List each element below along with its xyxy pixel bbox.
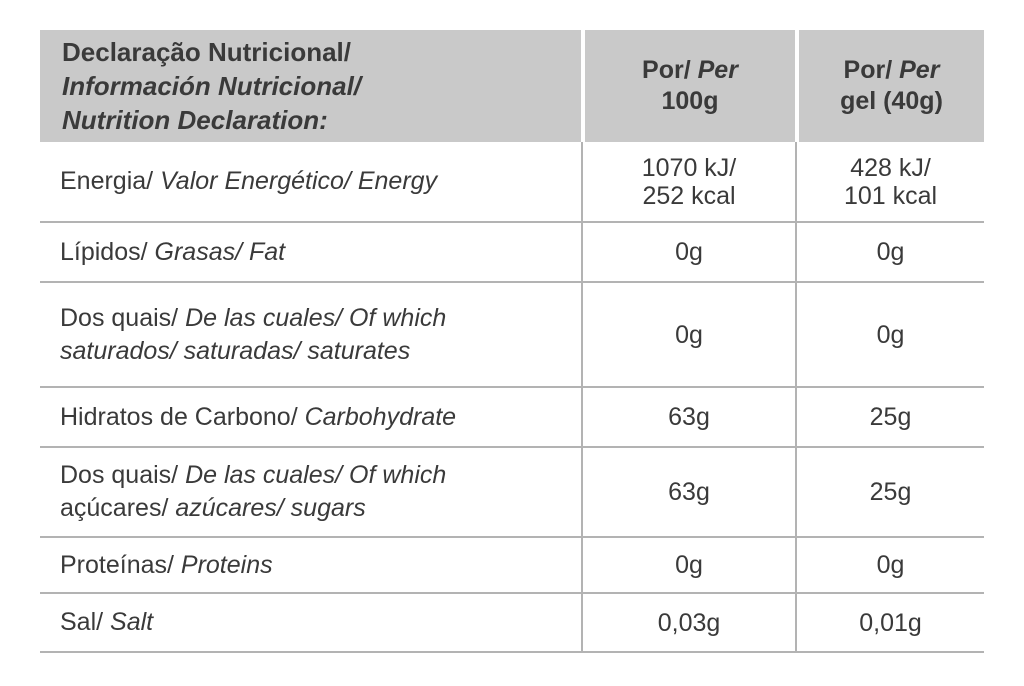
value-line: 0,01g (859, 608, 922, 637)
text-segment: saturados/ saturadas/ saturates (60, 336, 411, 365)
value-line: 101 kcal (843, 181, 938, 210)
text-segment: Per (697, 56, 738, 84)
value-per-gel-salt: 0,01g (795, 594, 984, 651)
row-label-sugars: Dos quais/ De las cuales/ Of which açúcar… (40, 448, 581, 536)
text-segment: Valor Energético/ Energy (160, 167, 438, 195)
value-per-100g-salt: 0,03g (581, 594, 795, 651)
value-line: 63g (668, 478, 710, 506)
row-label-salt: Sal/ Salt (40, 594, 581, 651)
text-segment: Hidratos de Carbono/ (60, 402, 305, 431)
text-segment: Por/ (642, 56, 698, 84)
text-segment: Grasas/ Fat (154, 237, 286, 266)
row-label-proteins: Proteínas/ Proteins (40, 538, 581, 592)
value-per-100g-energy: 1070 kJ/252 kcal (581, 142, 795, 221)
row-label-carbohydrate: Hidratos de Carbono/ Carbohydrate (40, 388, 581, 446)
table-row-saturates: Dos quais/ De las cuales/ Of which satura… (40, 283, 984, 388)
value-per-100g-sugars: 63g (581, 448, 795, 536)
table-row-energy: Energia/ Valor Energético/ Energy 1070 kJ… (40, 142, 984, 223)
column-header-per-100g: Por/ Per 100g (585, 30, 795, 142)
value-line: 252 kcal (642, 181, 736, 210)
table-row-sugars: Dos quais/ De las cuales/ Of which açúcar… (40, 448, 984, 538)
text-segment: De las cuales/ Of which (185, 303, 447, 332)
text-segment: Proteins (180, 550, 273, 579)
text-segment: De las cuales/ Of which (185, 461, 447, 489)
table-row-fat: Lípidos/ Grasas/ Fat 0g 0g (40, 223, 984, 283)
value-line: 63g (668, 403, 710, 431)
text-segment: Dos quais/ (60, 303, 186, 332)
text-segment: açúcares/ (60, 494, 176, 522)
value-per-100g-proteins: 0g (581, 538, 795, 592)
value-line: 0g (675, 238, 703, 266)
value-per-gel-proteins: 0g (795, 538, 984, 592)
text-segment: Sal/ (60, 608, 111, 636)
text-segment: Lípidos/ (60, 237, 155, 266)
text-segment: Energia/ (60, 167, 161, 195)
nutrition-table: Declaração Nutricional/Información Nutri… (40, 30, 984, 653)
value-per-gel-saturates: 0g (795, 283, 984, 386)
text-segment: gel (40g) (840, 87, 943, 115)
table-header: Declaração Nutricional/Información Nutri… (40, 30, 984, 142)
value-per-gel-carbohydrate: 25g (795, 388, 984, 446)
text-segment: Dos quais/ (60, 461, 186, 489)
value-line: 1070 kJ/ (641, 153, 737, 182)
value-line: 0g (876, 551, 905, 579)
value-line: 0g (876, 238, 905, 266)
header-column-gap (795, 30, 799, 142)
text-segment: Nutrition Declaration: (62, 105, 328, 135)
value-line: 0,03g (657, 608, 721, 637)
table-body: Energia/ Valor Energético/ Energy 1070 kJ… (40, 142, 984, 653)
value-line: 0g (675, 551, 703, 579)
text-segment: Proteínas/ (60, 550, 181, 579)
value-per-100g-fat: 0g (581, 223, 795, 281)
value-line: 25g (869, 403, 912, 431)
text-segment: 100g (661, 87, 719, 115)
value-line: 428 kJ/ (850, 153, 931, 182)
row-label-saturates: Dos quais/ De las cuales/ Of which satura… (40, 283, 581, 386)
column-header-per-gel: Por/ Per gel (40g) (799, 30, 984, 142)
header-title: Declaração Nutricional/Información Nutri… (40, 30, 581, 142)
table-row-proteins: Proteínas/ Proteins 0g 0g (40, 538, 984, 594)
value-line: 0g (876, 320, 905, 349)
row-label-fat: Lípidos/ Grasas/ Fat (40, 223, 581, 281)
text-segment: Salt (110, 608, 154, 636)
value-per-gel-sugars: 25g (795, 448, 984, 536)
value-line: 0g (675, 320, 703, 349)
value-per-100g-carbohydrate: 63g (581, 388, 795, 446)
text-segment: Declaração Nutricional/ (62, 37, 351, 67)
text-segment: Carbohydrate (304, 402, 457, 431)
text-segment: Información Nutricional/ (62, 71, 362, 101)
value-per-gel-fat: 0g (795, 223, 984, 281)
value-line: 25g (869, 478, 912, 506)
row-label-energy: Energia/ Valor Energético/ Energy (40, 142, 581, 221)
text-segment: azúcares/ sugars (175, 494, 366, 522)
header-column-gap (581, 30, 585, 142)
value-per-gel-energy: 428 kJ/101 kcal (795, 142, 984, 221)
table-row-carbohydrate: Hidratos de Carbono/ Carbohydrate 63g 25g (40, 388, 984, 448)
value-per-100g-saturates: 0g (581, 283, 795, 386)
text-segment: Per (899, 56, 940, 84)
table-row-salt: Sal/ Salt 0,03g 0,01g (40, 594, 984, 653)
text-segment: Por/ (843, 56, 900, 84)
